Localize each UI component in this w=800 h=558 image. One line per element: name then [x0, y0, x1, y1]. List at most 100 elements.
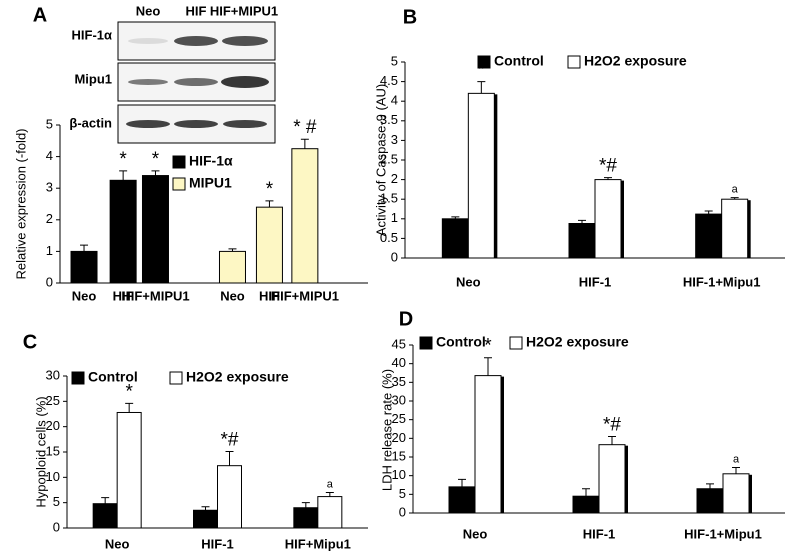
y-tick-label: 25 [46, 393, 60, 408]
error-bar [301, 502, 310, 508]
y-tick-label: 45 [392, 336, 406, 351]
bar [141, 175, 169, 284]
bar-shadow [501, 376, 504, 513]
significance-mark: *# [603, 414, 621, 435]
bar [467, 92, 495, 259]
error-bar [325, 492, 334, 497]
y-tick-label: 4 [391, 93, 398, 108]
y-tick-label: 5 [399, 486, 406, 501]
y-tick-label: 10 [392, 467, 406, 482]
blot-band [128, 38, 168, 44]
bar-shadow [749, 474, 752, 513]
y-tick-label: 35 [392, 374, 406, 389]
y-tick-label: 0 [46, 274, 53, 289]
bar [594, 179, 622, 259]
x-tick-label: HIF [259, 288, 280, 303]
bar [92, 503, 118, 529]
significance-mark: a [732, 184, 739, 196]
legend-swatch [172, 177, 186, 191]
bar [109, 179, 137, 284]
significance-mark: *# [221, 430, 239, 451]
y-tick-label: 4 [46, 148, 53, 163]
y-tick-label: 0 [53, 519, 60, 534]
y-tick-label: 10 [46, 469, 60, 484]
significance-mark: * [266, 179, 274, 200]
row-label: HIF-1α [72, 27, 113, 42]
bar [568, 223, 596, 259]
error-bar [225, 450, 234, 466]
x-tick-label: HIF-1 [583, 526, 616, 541]
y-tick-label: 20 [392, 430, 406, 445]
legend-label: HIF-1α [189, 153, 233, 169]
y-tick-label: 0 [391, 249, 398, 264]
error-bar [732, 466, 740, 474]
blot-band [174, 36, 218, 46]
error-bar [730, 197, 739, 200]
bar [696, 488, 724, 514]
blot-band [174, 120, 218, 128]
panel-letter: A [33, 4, 47, 26]
error-bar [604, 177, 612, 180]
x-tick-label: HIF [113, 288, 134, 303]
error-bar [484, 357, 492, 376]
significance-mark: * [125, 381, 133, 402]
legend-label: H2O2 exposure [584, 53, 687, 69]
y-tick-label: 3 [46, 180, 53, 195]
error-bar [228, 248, 237, 252]
y-tick-label: 3.5 [380, 112, 398, 127]
bar [722, 473, 750, 514]
y-tick-label: 2 [46, 211, 53, 226]
bar-shadow [625, 445, 628, 513]
error-bar [704, 210, 713, 215]
panel-letter: C [23, 331, 37, 353]
x-tick-label: Neo [105, 536, 130, 551]
y-tick-label: 1 [46, 243, 53, 258]
y-tick-label: 5 [391, 53, 398, 68]
lane-label: HIF+MIPU1 [210, 3, 278, 18]
y-axis-label: Relative expression (-fold) [13, 128, 28, 279]
y-tick-label: 4.5 [380, 73, 398, 88]
legend-swatch [509, 336, 523, 350]
panel-letter: B [403, 6, 417, 28]
bar [721, 198, 749, 259]
legend-label: Control [88, 369, 138, 385]
error-bar [582, 488, 590, 497]
y-tick-label: 5 [46, 116, 53, 131]
legend-label: MIPU1 [189, 175, 232, 191]
error-bar [80, 244, 89, 252]
lane-label: HIF [186, 3, 207, 18]
bar [293, 507, 319, 529]
bar [193, 509, 218, 529]
bar [218, 250, 246, 284]
bar [441, 218, 469, 259]
x-tick-label: Neo [463, 526, 488, 541]
legend-swatch [419, 336, 433, 350]
blot-band [126, 120, 170, 128]
error-bar [119, 170, 128, 181]
bar [572, 495, 600, 514]
bar [317, 496, 343, 529]
significance-mark: a [733, 453, 740, 465]
x-tick-label: HIF+Mipu1 [285, 536, 351, 551]
significance-mark: * [119, 149, 127, 170]
panel-letter: D [399, 308, 413, 330]
significance-mark: *# [599, 156, 617, 177]
legend-label: Control [436, 334, 486, 350]
legend-swatch [172, 155, 186, 169]
legend-swatch [71, 371, 85, 385]
y-tick-label: 2 [391, 171, 398, 186]
error-bar [706, 483, 714, 489]
bar [474, 375, 502, 514]
x-tick-label: HIF-1 [201, 536, 234, 551]
bar-shadow [494, 94, 498, 258]
bar-shadow [747, 200, 751, 258]
error-bar [477, 81, 486, 94]
legend-swatch [169, 371, 183, 385]
blot-band [174, 78, 218, 86]
error-bar [101, 497, 110, 504]
y-tick-label: 2.5 [380, 151, 398, 166]
bar [255, 206, 283, 284]
y-tick-label: 20 [46, 418, 60, 433]
y-tick-label: 1.5 [380, 191, 398, 206]
y-tick-label: 15 [46, 443, 60, 458]
